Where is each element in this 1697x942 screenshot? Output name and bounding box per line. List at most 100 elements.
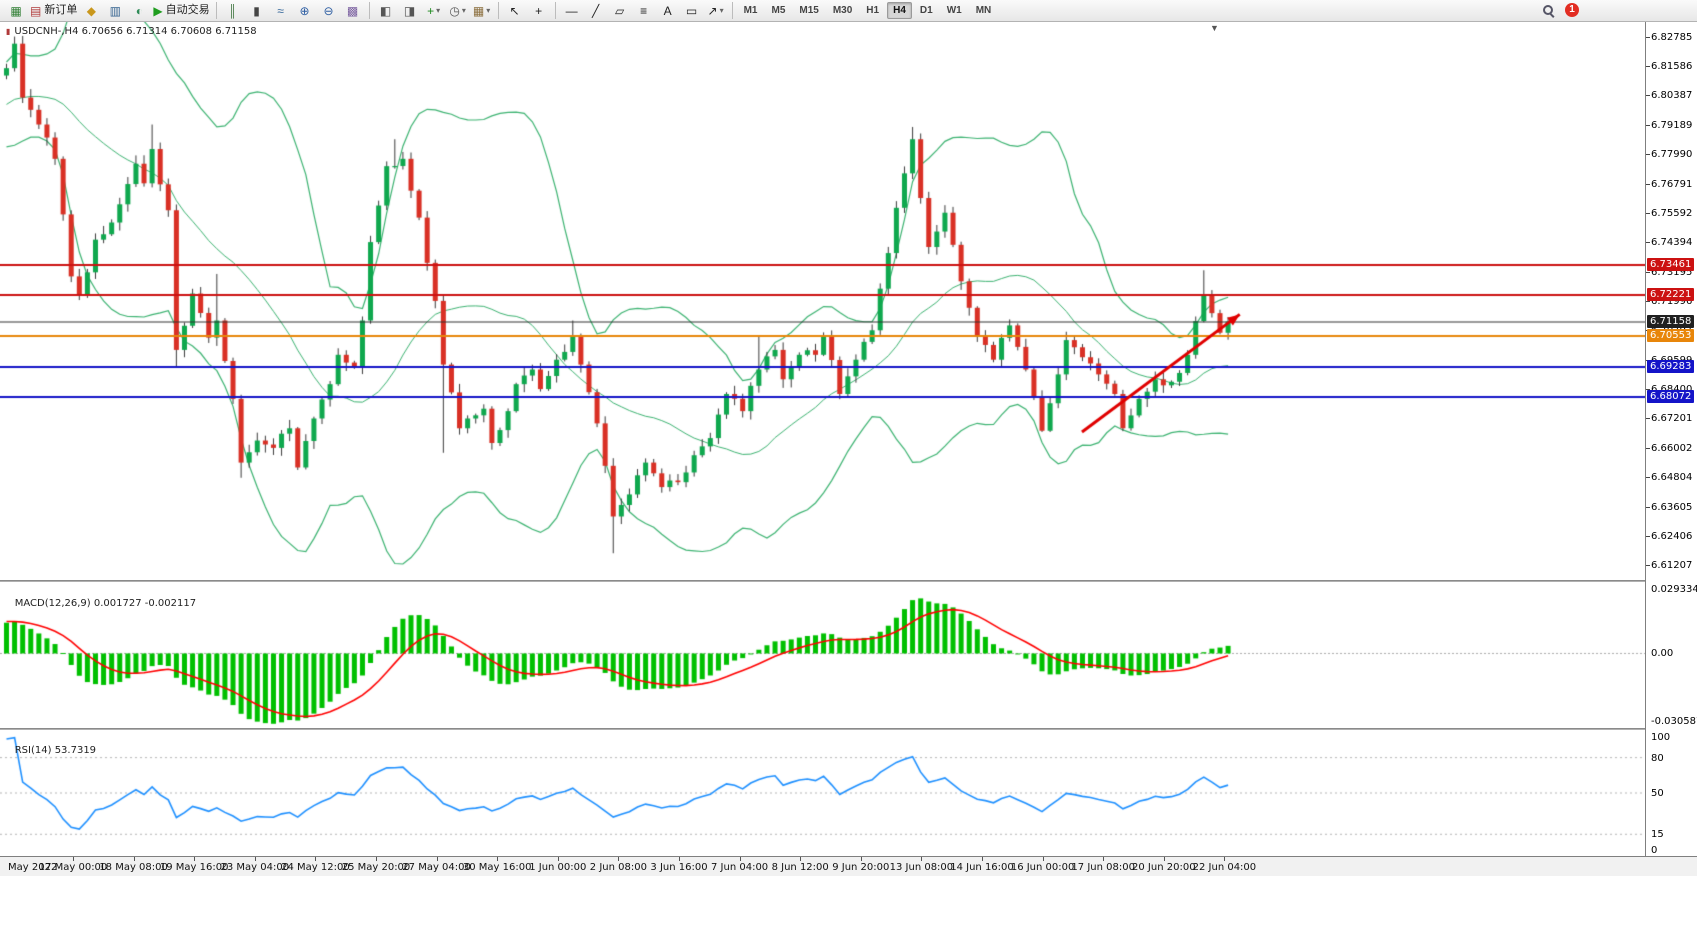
price-tag[interactable]: 6.68072 — [1647, 390, 1695, 404]
autotrading-button[interactable]: ▶ 自动交易 — [152, 0, 210, 21]
templates-button[interactable]: ▦ ▾ — [471, 0, 493, 21]
time-axis-label: 23 May 04:00 — [220, 862, 290, 873]
zoom-out-button[interactable]: ⊖ — [318, 0, 340, 21]
timeframe-m15-button[interactable]: M15 — [799, 5, 819, 16]
zoom-out-icon: ⊖ — [323, 3, 334, 18]
crosshair-button[interactable]: + — [528, 0, 550, 21]
panel-separator[interactable] — [0, 580, 1697, 582]
indicators-button[interactable]: + ▾ — [423, 0, 445, 21]
zoom-in-icon: ⊕ — [299, 3, 310, 18]
channel-button[interactable]: ▱ — [609, 0, 631, 21]
candlestick-chart-button[interactable]: ▮ — [246, 0, 268, 21]
rsi-indicator-label: RSI(14) 53.7319 — [2, 734, 96, 767]
timeframe-mn-button[interactable]: MN — [975, 5, 992, 16]
price-tag[interactable]: 6.72221 — [1647, 288, 1695, 302]
trendline-button[interactable]: ╱ — [585, 0, 607, 21]
time-axis-tickmark — [800, 857, 802, 861]
toolbar-separator — [497, 2, 499, 19]
bottom-blank-area — [0, 876, 1697, 942]
price-axis-tickmark — [1646, 447, 1650, 449]
price-tag[interactable]: 6.73461 — [1647, 258, 1695, 272]
search-icon[interactable] — [1542, 4, 1555, 17]
timeframe-w1-button[interactable]: W1 — [946, 5, 962, 16]
autotrading-button-label: 自动交易 — [165, 4, 210, 16]
fibonacci-icon: ≡ — [640, 3, 648, 18]
price-axis-tickmark — [1646, 95, 1650, 97]
price-tag[interactable]: 6.69283 — [1647, 360, 1695, 374]
price-axis-tick: 6.79189 — [1651, 119, 1693, 131]
price-axis-tickmark — [1646, 212, 1650, 214]
macd-panel-canvas[interactable] — [0, 582, 1645, 728]
price-axis-tickmark — [1646, 183, 1650, 185]
macd-signal-value: -0.002117 — [144, 598, 197, 609]
time-axis-label: 30 May 16:00 — [462, 862, 532, 873]
timeframe-h1-button[interactable]: H1 — [866, 5, 880, 16]
fibonacci-button[interactable]: ≡ — [633, 0, 655, 21]
price-axis[interactable]: 6.82785 6.81586 6.80387 6.79189 6.77990 6.767… — [1645, 22, 1697, 876]
periods-icon: ◷ — [449, 3, 460, 18]
data-window-icon: ▥ — [109, 3, 122, 18]
time-axis-tickmark — [1103, 857, 1105, 861]
time-axis-tickmark — [254, 857, 256, 861]
timeframe-m1-button[interactable]: M1 — [743, 5, 758, 16]
candlestick-chart-icon: ▮ — [253, 3, 260, 18]
line-chart-button[interactable]: ≈ — [270, 0, 292, 21]
chart-autoscroll-button[interactable]: ◨ — [399, 0, 421, 21]
data-window-button[interactable]: ▥ — [104, 0, 126, 21]
timeframe-h4-button[interactable]: H4 — [887, 2, 912, 19]
horizontal-line-button[interactable]: ― — [561, 0, 583, 21]
bars-chart-button[interactable]: ║ — [222, 0, 244, 21]
time-axis-tickmark — [133, 857, 135, 861]
price-axis-tickmark — [1646, 271, 1650, 273]
text-button[interactable]: A — [657, 0, 679, 21]
text-icon: A — [663, 3, 672, 18]
rsi-axis-tick: 80 — [1651, 752, 1664, 764]
chart-title-text: USDCNH-,H4 6.70656 6.71314 6.70608 6.711… — [14, 26, 257, 37]
time-axis-tickmark — [376, 857, 377, 861]
price-axis-tick: 6.76791 — [1651, 178, 1693, 190]
timeframe-m5-button[interactable]: M5 — [771, 5, 786, 16]
chart-shift-button[interactable]: ◧ — [375, 0, 397, 21]
main-chart-canvas[interactable] — [0, 22, 1645, 580]
time-axis-label: 17 May 00:00 — [38, 862, 108, 873]
arrows-button[interactable]: ↗ ▾ — [705, 0, 727, 21]
time-axis-label: 27 May 04:00 — [402, 862, 471, 873]
time-axis[interactable]: May 2022 17 May 00:00 18 May 08:00 19 May 1… — [0, 856, 1697, 876]
cursor-button[interactable]: ↖ — [504, 0, 526, 21]
new-chart-button[interactable]: ▦ — [5, 0, 27, 21]
price-axis-tickmark — [1646, 66, 1650, 68]
market-watch-button[interactable]: ◆ — [80, 0, 102, 21]
time-axis-tickmark — [618, 857, 620, 861]
autoscroll-marker-icon[interactable]: ▼ — [1210, 23, 1219, 33]
price-axis-tick: 6.68400 — [1651, 384, 1692, 395]
price-axis-tick: 6.64804 — [1651, 472, 1693, 484]
price-axis-tick: 6.80387 — [1651, 90, 1693, 102]
label-button[interactable]: ▭ — [681, 0, 703, 21]
price-axis-tickmark — [1646, 124, 1650, 126]
price-tag[interactable]: 6.71158 — [1647, 314, 1695, 328]
main-toolbar: ▦ ▤ 新订单 ◆ ▥ ◐ ▶ 自动交易 ║ ▮ ≈ ⊕ ⊖ ▩ ◧ ◨ + ▾ ◷ ▾ ▦ ▾ ↖ + ― ╱ ▱ ≡ A ▭ ↗ ▾ M1 M… — [0, 0, 1697, 22]
chart-symbol-icon: ▮ — [6, 27, 11, 36]
timeframe-m30-button[interactable]: M30 — [832, 5, 853, 16]
price-axis-tick: 6.63605 — [1651, 501, 1693, 513]
price-axis-tick: 6.82785 — [1651, 31, 1693, 43]
timeframe-d1-button[interactable]: D1 — [919, 5, 933, 16]
tile-windows-button[interactable]: ▩ — [342, 0, 364, 21]
rsi-axis-tick: 50 — [1651, 788, 1664, 799]
price-tag[interactable]: 6.70553 — [1647, 329, 1695, 343]
rsi-panel-canvas[interactable] — [0, 730, 1645, 856]
time-axis-label: 3 Jun 16:00 — [650, 862, 708, 873]
navigator-button[interactable]: ◐ — [128, 0, 150, 21]
new-order-button[interactable]: ▤ 新订单 — [29, 0, 78, 21]
time-axis-tickmark — [194, 857, 196, 861]
periods-button[interactable]: ◷ ▾ — [447, 0, 469, 21]
panel-separator[interactable] — [0, 728, 1697, 730]
zoom-in-button[interactable]: ⊕ — [294, 0, 316, 21]
price-axis-tick: 6.77990 — [1651, 149, 1693, 161]
toolbar-separator — [215, 2, 217, 19]
price-axis-tickmark — [1646, 418, 1650, 420]
price-axis-tickmark — [1646, 477, 1650, 479]
dropdown-caret-icon: ▾ — [719, 5, 724, 15]
notification-badge[interactable]: 1 — [1565, 3, 1579, 17]
price-axis-tickmark — [1646, 389, 1650, 391]
